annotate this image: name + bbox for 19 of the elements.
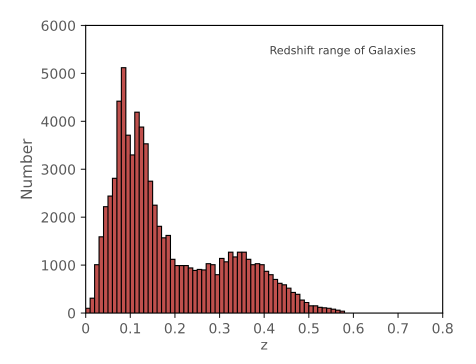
y-tick-label: 4000 bbox=[41, 116, 76, 127]
x-tick-label: 0.1 bbox=[120, 323, 140, 334]
x-tick-label: 0.5 bbox=[298, 323, 319, 334]
x-tick-label: 0 bbox=[82, 323, 90, 334]
y-tick-label: 1000 bbox=[42, 260, 76, 271]
y-tick-label: 3000 bbox=[42, 164, 76, 175]
x-tick-label: 0.6 bbox=[343, 323, 364, 334]
x-tick-label: 0.7 bbox=[388, 323, 408, 334]
x-tick-label: 0.8 bbox=[432, 323, 453, 334]
x-tick-label: 0.3 bbox=[209, 323, 230, 334]
y-tick-label: 2000 bbox=[42, 212, 76, 223]
y-axis-title: Number bbox=[20, 138, 32, 198]
x-tick-label: 0.2 bbox=[164, 323, 185, 334]
x-tick-label: 0.4 bbox=[254, 323, 274, 334]
annotation: Redshift range of Galaxies bbox=[270, 46, 416, 57]
x-axis-title: z bbox=[261, 342, 268, 350]
y-tick-label: 0 bbox=[68, 308, 76, 319]
y-tick-label: 5000 bbox=[42, 68, 76, 79]
y-tick-label: 6000 bbox=[42, 20, 76, 31]
